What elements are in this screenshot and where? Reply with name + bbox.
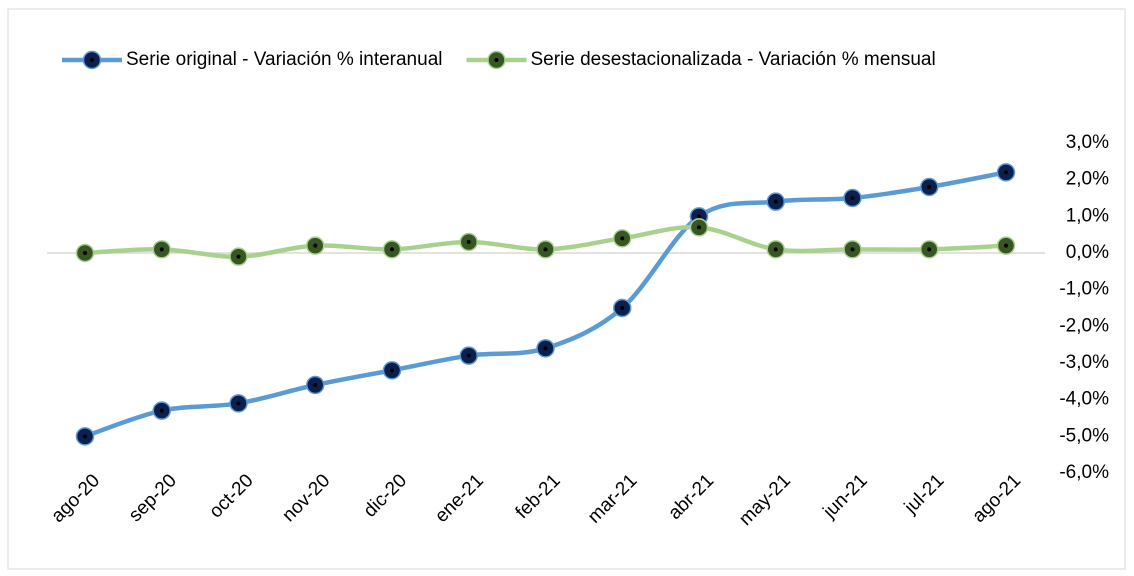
data-point-dot: [927, 247, 932, 252]
y-tick-label: -6,0%: [1059, 462, 1109, 483]
data-point-dot: [83, 251, 87, 255]
data-point-dot: [773, 199, 778, 204]
y-tick-label: 0,0%: [1066, 242, 1109, 263]
data-point-dot: [313, 243, 318, 248]
y-tick-label: -2,0%: [1059, 315, 1109, 336]
data-point-dot: [236, 401, 241, 406]
legend-marker-dot: [90, 58, 94, 62]
data-point-dot: [466, 353, 471, 358]
y-tick-label: -5,0%: [1059, 425, 1109, 446]
data-point-dot: [620, 306, 625, 310]
data-point-dot: [1004, 243, 1008, 248]
data-point-dot: [543, 346, 548, 351]
data-point-dot: [697, 214, 701, 219]
data-point-dot: [313, 383, 318, 387]
data-point-dot: [466, 240, 471, 244]
data-point-dot: [236, 254, 241, 259]
data-point-dot: [543, 247, 548, 252]
data-point-dot: [620, 236, 625, 241]
data-point-dot: [159, 408, 164, 413]
data-point-dot: [390, 368, 394, 373]
data-point-dot: [390, 247, 394, 252]
y-tick-label: -1,0%: [1059, 279, 1109, 300]
data-point-dot: [927, 185, 932, 189]
data-point-dot: [850, 196, 855, 200]
chart-frame: [7, 8, 1126, 570]
data-point-dot: [159, 247, 164, 252]
data-point-dot: [697, 225, 701, 230]
legend-marker-dot: [494, 58, 499, 62]
legend-label: Serie original - Variación % interanual: [126, 49, 442, 70]
data-point-dot: [1004, 170, 1008, 175]
y-tick-label: 1,0%: [1066, 205, 1109, 226]
data-point-dot: [83, 434, 87, 439]
data-point-dot: [773, 247, 778, 252]
data-point-dot: [850, 247, 855, 252]
y-tick-label: 3,0%: [1066, 132, 1109, 153]
y-tick-label: -3,0%: [1059, 352, 1109, 373]
y-tick-label: -4,0%: [1059, 389, 1109, 410]
legend-label: Serie desestacionalizada - Variación % m…: [530, 49, 935, 70]
y-tick-label: 2,0%: [1066, 169, 1109, 190]
